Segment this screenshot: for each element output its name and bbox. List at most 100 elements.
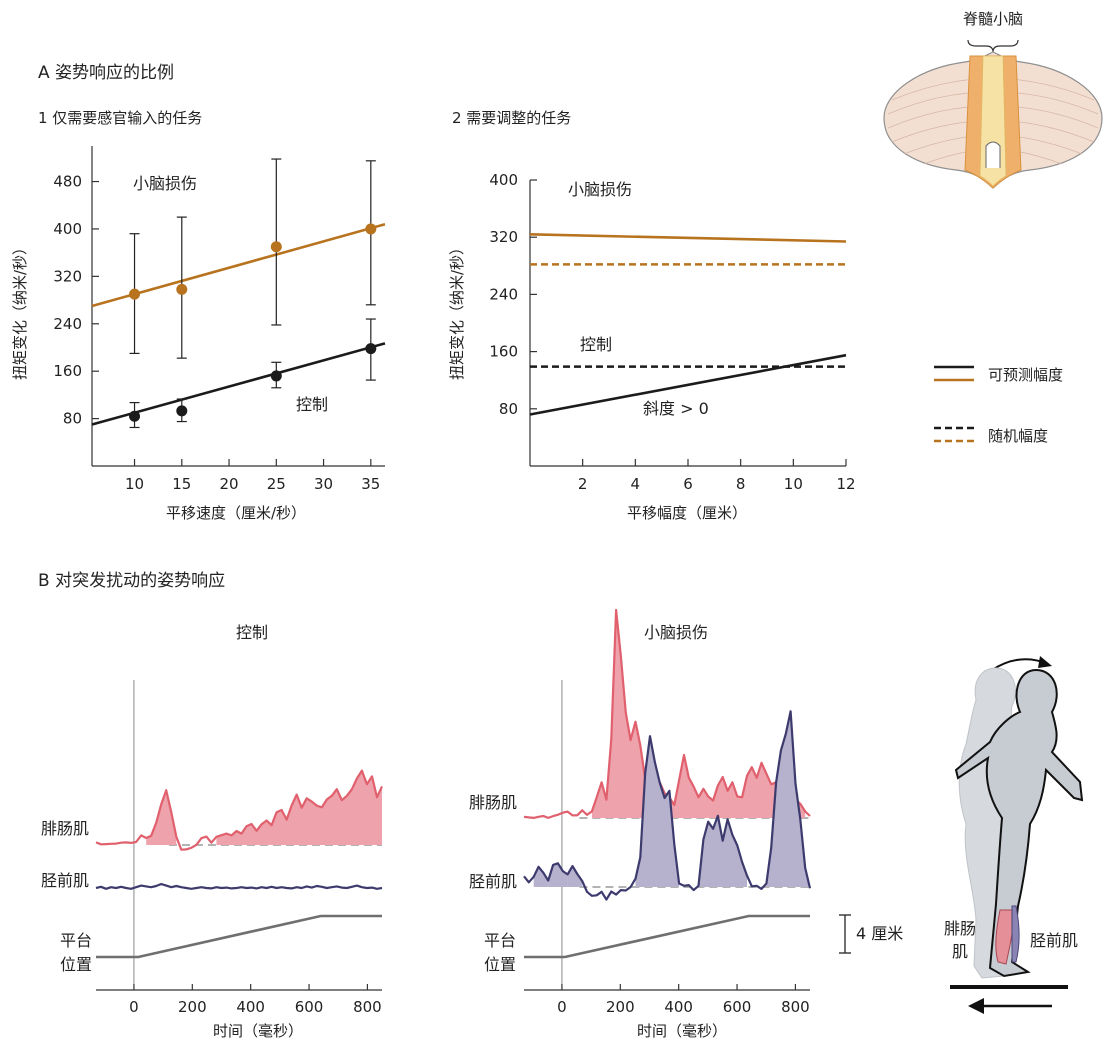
bl-tibialis-fill <box>533 868 549 887</box>
a1-y-tick-label: 320 <box>53 267 82 285</box>
a1-data-point <box>270 241 282 253</box>
bl-tibialis-fill <box>698 815 747 887</box>
chart-b-control: 腓肠肌 胫前肌 平台 位置 时间（毫秒） 0 200 400 600 800 <box>41 680 383 1040</box>
a1-y-tick-label: 240 <box>53 315 82 333</box>
a2-y-tick-label: 320 <box>489 228 518 246</box>
figure-tibialis-label: 胫前肌 <box>1030 931 1078 950</box>
scale-bar-label: 4 厘米 <box>856 924 903 943</box>
bl-x-tick-label: 0 <box>557 998 567 1016</box>
bl-x-axis-label: 时间（毫秒） <box>637 1022 727 1040</box>
bl-tibialis-trace <box>523 710 812 901</box>
a2-x-tick-label: 2 <box>578 475 588 493</box>
bc-platform-trace <box>96 914 382 959</box>
a1-data-point <box>270 370 282 382</box>
a1-data-point <box>365 223 377 235</box>
bl-platform-label-2: 位置 <box>484 955 516 974</box>
a2-x-tick-label: 10 <box>784 475 803 493</box>
a1-x-tick-label: 25 <box>267 475 286 493</box>
a1-data-point <box>129 288 141 300</box>
a2-x-tick-label: 12 <box>836 475 855 493</box>
a1-y-tick-label: 160 <box>53 362 82 380</box>
a1-data-point <box>365 343 377 355</box>
legend-random: 随机幅度 <box>988 427 1048 445</box>
fourth-ventricle-icon <box>985 141 1001 168</box>
platform-icon <box>950 985 1068 989</box>
bc-x-tick-label: 400 <box>236 998 265 1016</box>
bc-x-tick-label: 800 <box>353 998 382 1016</box>
bl-gastrocnemius-label: 腓肠肌 <box>469 793 517 812</box>
bc-tibialis-label: 胫前肌 <box>41 871 89 890</box>
bc-gastrocnemius-label: 腓肠肌 <box>41 819 89 838</box>
a2-y-tick-label: 80 <box>499 400 518 418</box>
section-a-title: A 姿势响应的比例 <box>38 63 174 83</box>
a2-y-axis-label: 扭矩变化（纳米/秒） <box>448 240 466 380</box>
bl-tibialis-fill <box>635 735 680 887</box>
panel-a2-title: 2 需要调整的任务 <box>452 109 571 127</box>
chart-a2: 小脑损伤 控制 斜度 > 0 平移幅度（厘米） 扭矩变化（纳米/秒） 2 4 6 8 1… <box>448 171 856 522</box>
bl-x-tick-label: 200 <box>606 998 635 1016</box>
a1-x-axis-label: 平移速度（厘米/秒） <box>166 504 306 522</box>
a1-control-label: 控制 <box>296 395 328 414</box>
tibialis-muscle-icon <box>1011 905 1020 963</box>
panel-a1-title: 1 仅需要感官输入的任务 <box>38 109 202 127</box>
a1-data-point <box>129 410 141 422</box>
bc-gastrocnemius-trace <box>95 769 383 851</box>
left-arrow-icon <box>968 998 984 1014</box>
a1-y-tick-label: 400 <box>53 220 82 238</box>
bc-x-tick-label: 200 <box>178 998 207 1016</box>
bl-x-tick-label: 800 <box>781 998 810 1016</box>
a2-lesion-label: 小脑损伤 <box>568 180 632 199</box>
cerebellum-illustration: 脊髓小脑 <box>883 10 1103 189</box>
legend: 可预测幅度 随机幅度 <box>934 365 1063 445</box>
figure-gastrocnemius-label-2: 肌 <box>952 942 968 961</box>
a1-x-tick-label: 35 <box>361 475 380 493</box>
legend-predictable: 可预测幅度 <box>988 366 1063 384</box>
bc-x-tick-label: 0 <box>129 998 139 1016</box>
bc-platform-label-1: 平台 <box>60 931 92 950</box>
bc-x-axis-label: 时间（毫秒） <box>213 1022 303 1040</box>
a1-y-tick-label: 480 <box>53 173 82 191</box>
bl-tibialis-fill <box>567 866 583 887</box>
a2-series-line <box>529 353 847 416</box>
a1-y-axis-label: 扭矩变化（纳米/秒） <box>11 240 29 380</box>
figure-gastrocnemius-label-1: 腓肠 <box>944 919 976 938</box>
arrow-head-icon <box>1038 656 1052 668</box>
bc-tibialis-trace <box>95 882 383 890</box>
b-lesion-title: 小脑损伤 <box>644 623 708 642</box>
chart-b-lesion: 腓肠肌 胫前肌 平台 位置 时间（毫秒） 0 200 400 600 800 <box>469 608 812 1040</box>
a2-series-line <box>529 233 847 243</box>
a1-lesion-label: 小脑损伤 <box>133 174 197 193</box>
bl-platform-trace <box>524 914 810 959</box>
b-control-title: 控制 <box>236 623 268 642</box>
a1-x-tick-label: 10 <box>125 475 144 493</box>
a2-y-tick-label: 240 <box>489 285 518 303</box>
a2-x-tick-label: 4 <box>631 475 641 493</box>
a1-x-tick-label: 15 <box>172 475 191 493</box>
bl-x-tick-label: 400 <box>664 998 693 1016</box>
bl-tibialis-label: 胫前肌 <box>469 872 517 891</box>
standing-figure-illustration: 腓肠 肌 胫前肌 <box>944 656 1084 1014</box>
a1-fit-line <box>91 342 386 426</box>
bl-platform-label-1: 平台 <box>484 931 516 950</box>
a2-control-label: 控制 <box>580 335 612 354</box>
a1-data-point <box>176 405 188 417</box>
bl-tibialis-fill <box>766 711 810 887</box>
a1-x-tick-label: 30 <box>314 475 333 493</box>
a2-x-axis-label: 平移幅度（厘米） <box>627 504 747 522</box>
bc-platform-label-2: 位置 <box>60 955 92 974</box>
bl-tibialis-fill <box>548 863 568 887</box>
body-icon <box>954 668 1084 978</box>
a2-x-tick-label: 6 <box>683 475 693 493</box>
a2-x-tick-label: 8 <box>736 475 746 493</box>
a2-slope-annotation: 斜度 > 0 <box>643 399 709 418</box>
a1-x-tick-label: 20 <box>220 475 239 493</box>
a1-y-tick-label: 80 <box>63 410 82 428</box>
a1-fit-line <box>91 222 386 308</box>
bc-gastrocnemius-fill <box>216 832 232 845</box>
cerebellum-label: 脊髓小脑 <box>963 10 1023 28</box>
bc-gastrocnemius-fill <box>231 769 382 845</box>
section-b-title: B 对突发扰动的姿势响应 <box>38 571 225 591</box>
a2-y-tick-label: 400 <box>489 171 518 189</box>
bracket-icon <box>967 39 1019 53</box>
